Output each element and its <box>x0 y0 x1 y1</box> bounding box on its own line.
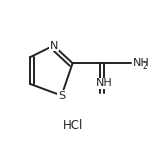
Text: NH: NH <box>133 58 149 68</box>
Text: NH: NH <box>96 78 113 88</box>
Text: S: S <box>58 91 65 101</box>
Text: 2: 2 <box>143 62 148 71</box>
Text: N: N <box>49 40 58 51</box>
Text: HCl: HCl <box>62 118 83 132</box>
